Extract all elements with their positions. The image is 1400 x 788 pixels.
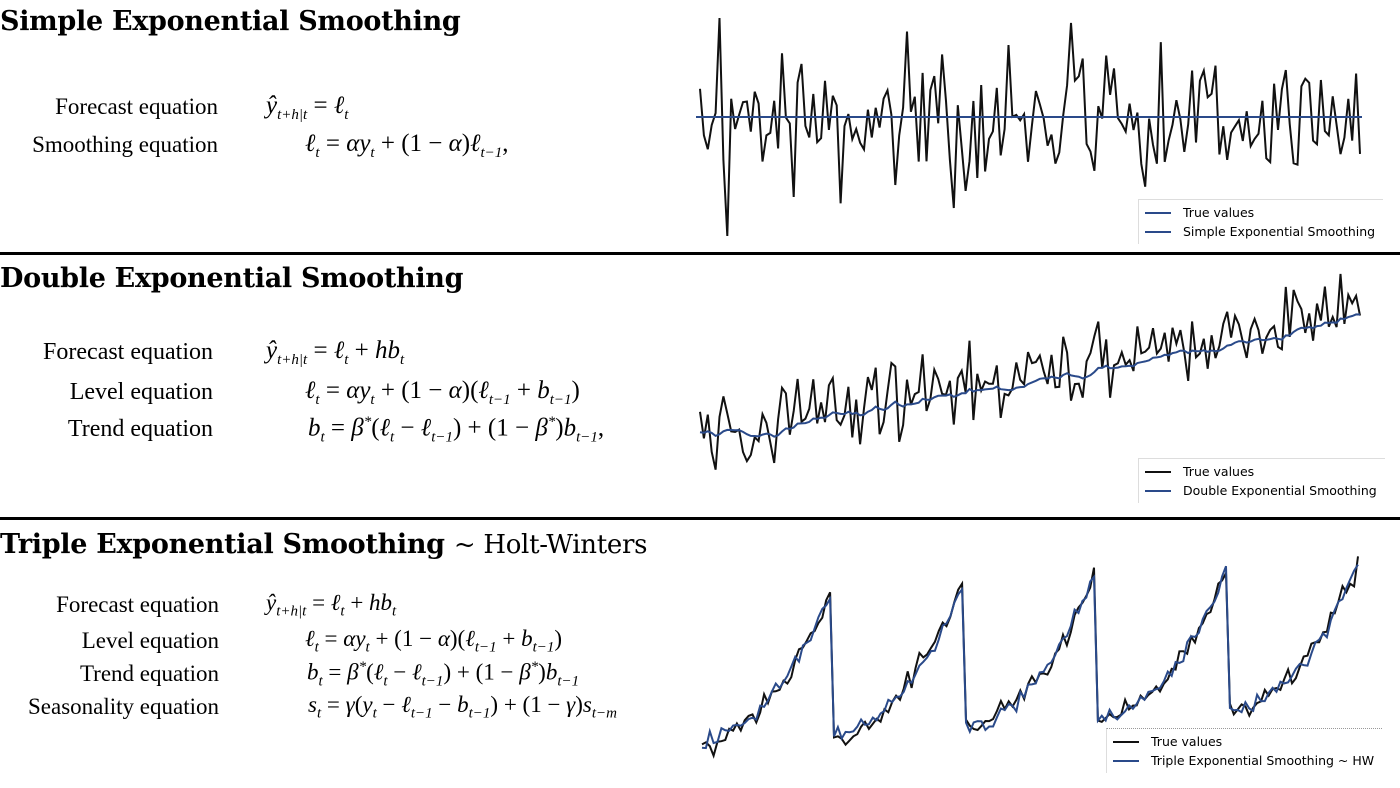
legend-label: Simple Exponential Smoothing bbox=[1183, 224, 1376, 239]
chart-simple bbox=[696, 17, 1362, 237]
legend-label: True values bbox=[1183, 205, 1255, 220]
smoothing-line bbox=[699, 313, 1361, 438]
level-formula: ℓt = αyt + (1 − α)(ℓt−1 + bt−1) bbox=[305, 377, 580, 408]
title-text: Double Exponential Smoothing bbox=[0, 263, 464, 294]
equation-label: Trend equation bbox=[79, 661, 219, 686]
chart-triple bbox=[701, 556, 1359, 759]
forecast-formula: ŷt+h|t = ℓt + hbt bbox=[266, 337, 405, 368]
legend-swatch-true bbox=[1145, 211, 1171, 214]
trend-formula: bt = β*(ℓt − ℓt−1) + (1 − β*)bt−1, bbox=[308, 414, 605, 446]
legend: True values Double Exponential Smoothing bbox=[1138, 458, 1385, 503]
true-values-line bbox=[699, 273, 1361, 470]
equation-label: Smoothing equation bbox=[32, 132, 218, 157]
forecast-formula: ŷt+h|t = ℓt + hbt bbox=[266, 590, 397, 620]
section-divider bbox=[0, 517, 1400, 520]
legend-swatch-true bbox=[1145, 470, 1171, 473]
forecast-formula: ŷt+h|t = ℓt bbox=[266, 92, 349, 123]
legend: True values Triple Exponential Smoothing… bbox=[1106, 728, 1383, 773]
legend-entry: Triple Exponential Smoothing ~ HW bbox=[1113, 751, 1374, 770]
seasonality-formula: st = γ(yt − ℓt−1 − bt−1) + (1 − γ)st−m bbox=[308, 692, 617, 722]
equation-label: Trend equation bbox=[67, 416, 213, 442]
legend-entry: True values bbox=[1145, 203, 1375, 222]
section-title: Simple Exponential Smoothing bbox=[0, 6, 461, 37]
legend-entry: Double Exponential Smoothing bbox=[1145, 481, 1377, 500]
true-values-line bbox=[701, 556, 1359, 759]
legend: True values Simple Exponential Smoothing bbox=[1138, 199, 1384, 244]
title-text: Simple Exponential Smoothing bbox=[0, 6, 461, 37]
legend-label: Triple Exponential Smoothing ~ HW bbox=[1151, 753, 1375, 768]
legend-swatch-true bbox=[1113, 740, 1139, 743]
legend-swatch-fit bbox=[1113, 759, 1139, 762]
equation-label: Seasonality equation bbox=[28, 694, 219, 719]
section-simple: Simple Exponential Smoothing Forecast eq… bbox=[0, 0, 1400, 252]
smoothing-line bbox=[701, 564, 1359, 750]
legend-entry: Simple Exponential Smoothing bbox=[1145, 222, 1375, 241]
section-double: Double Exponential Smoothing Forecast eq… bbox=[0, 255, 1400, 517]
smoothing-formula: ℓt = αyt + (1 − α)ℓt−1, bbox=[305, 130, 509, 161]
level-formula: ℓt = αyt + (1 − α)(ℓt−1 + bt−1) bbox=[305, 626, 563, 656]
section-divider bbox=[0, 252, 1400, 255]
legend-swatch-fit bbox=[1145, 489, 1171, 492]
equation-label: Forecast equation bbox=[56, 592, 219, 617]
section-title: Double Exponential Smoothing bbox=[0, 263, 464, 294]
equation-label: Level equation bbox=[69, 379, 213, 405]
equation-label: Level equation bbox=[81, 628, 219, 653]
legend-swatch-fit bbox=[1145, 230, 1171, 233]
legend-entry: True values bbox=[1113, 732, 1374, 751]
equation-label: Forecast equation bbox=[55, 94, 218, 119]
section-triple: Triple Exponential Smoothing ~ Holt-Wint… bbox=[0, 520, 1400, 788]
true-values-line bbox=[699, 17, 1361, 237]
legend-label: True values bbox=[1183, 464, 1255, 479]
legend-label: True values bbox=[1151, 734, 1223, 749]
chart-double bbox=[699, 273, 1361, 470]
title-subtitle: ~ Holt-Winters bbox=[453, 530, 648, 560]
equation-label: Forecast equation bbox=[43, 339, 213, 365]
title-text: Triple Exponential Smoothing bbox=[0, 529, 445, 560]
trend-formula: bt = β*(ℓt − ℓt−1) + (1 − β*)bt−1 bbox=[307, 659, 580, 690]
legend-label: Double Exponential Smoothing bbox=[1183, 483, 1377, 498]
section-title: Triple Exponential Smoothing ~ Holt-Wint… bbox=[0, 529, 647, 560]
legend-entry: True values bbox=[1145, 462, 1377, 481]
